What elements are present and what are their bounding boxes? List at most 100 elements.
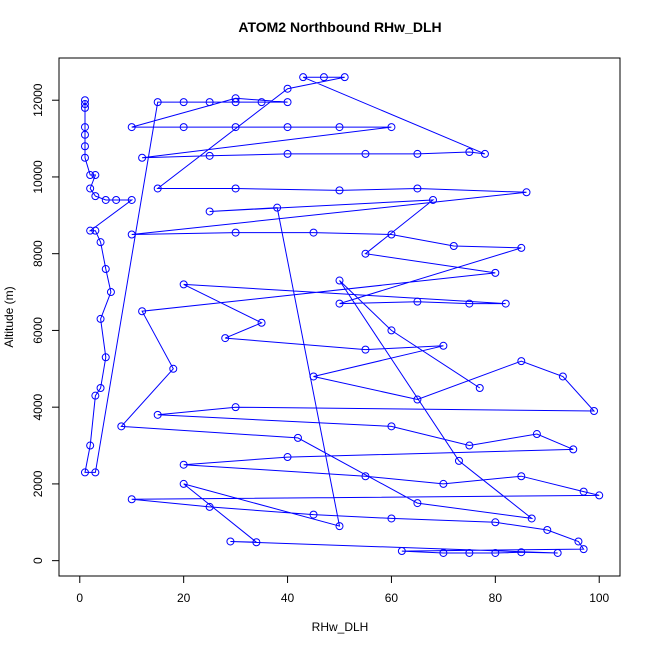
data-point xyxy=(309,228,318,237)
data-point xyxy=(179,280,188,289)
data-point xyxy=(153,98,162,107)
x-tick-label: 100 xyxy=(589,591,609,605)
data-point xyxy=(138,153,147,162)
data-point xyxy=(387,422,396,431)
data-point xyxy=(80,142,89,151)
data-point xyxy=(205,98,214,107)
data-point xyxy=(80,103,89,112)
data-point xyxy=(465,548,474,557)
x-tick-label: 40 xyxy=(281,591,295,605)
data-point xyxy=(449,242,458,251)
data-point xyxy=(491,268,500,277)
data-point xyxy=(205,502,214,511)
data-point xyxy=(91,171,100,180)
data-point xyxy=(80,468,89,477)
data-point xyxy=(283,84,292,93)
data-point xyxy=(293,433,302,442)
data-point xyxy=(257,98,266,107)
data-point xyxy=(517,548,526,557)
data-point xyxy=(101,353,110,362)
y-tick-label: 10000 xyxy=(31,160,45,194)
data-point xyxy=(439,548,448,557)
data-point xyxy=(283,98,292,107)
data-point xyxy=(96,238,105,247)
data-point xyxy=(106,288,115,297)
data-point xyxy=(574,537,583,546)
data-point xyxy=(335,186,344,195)
data-line xyxy=(84,76,600,554)
data-point xyxy=(361,345,370,354)
data-point xyxy=(80,123,89,132)
y-tick-label: 2000 xyxy=(31,470,45,497)
data-point xyxy=(558,372,567,381)
data-point xyxy=(257,318,266,327)
data-point xyxy=(283,453,292,462)
data-point xyxy=(335,123,344,132)
data-point xyxy=(361,149,370,158)
data-point xyxy=(231,184,240,193)
data-point xyxy=(179,460,188,469)
data-point xyxy=(475,383,484,392)
data-point xyxy=(86,226,95,235)
data-point xyxy=(179,123,188,132)
data-point xyxy=(309,510,318,519)
data-point xyxy=(527,514,536,523)
x-tick-label: 0 xyxy=(76,591,83,605)
x-tick-label: 80 xyxy=(489,591,503,605)
data-point xyxy=(127,230,136,239)
data-point xyxy=(532,430,541,439)
data-point xyxy=(413,499,422,508)
data-point xyxy=(553,548,562,557)
data-point xyxy=(439,479,448,488)
y-tick-label: 4000 xyxy=(31,394,45,421)
data-point xyxy=(221,334,230,343)
data-point xyxy=(86,171,95,180)
data-point xyxy=(101,265,110,274)
data-point xyxy=(335,276,344,285)
data-point xyxy=(480,149,489,158)
data-point xyxy=(397,547,406,556)
data-point xyxy=(91,468,100,477)
x-tick-label: 20 xyxy=(177,591,191,605)
data-point xyxy=(117,422,126,431)
data-point xyxy=(283,123,292,132)
data-point xyxy=(491,548,500,557)
data-point xyxy=(205,207,214,216)
data-point xyxy=(387,326,396,335)
data-point xyxy=(465,148,474,157)
data-point xyxy=(273,203,282,212)
data-point xyxy=(226,537,235,546)
data-point xyxy=(465,441,474,450)
data-point xyxy=(579,487,588,496)
x-axis-label: RHw_DLH xyxy=(312,620,369,634)
data-point xyxy=(361,249,370,258)
data-point xyxy=(517,243,526,252)
data-point xyxy=(335,299,344,308)
y-tick-label: 0 xyxy=(31,557,45,564)
data-point xyxy=(231,123,240,132)
data-point xyxy=(387,514,396,523)
data-point xyxy=(127,123,136,132)
data-point xyxy=(80,153,89,162)
data-point xyxy=(517,357,526,366)
data-point xyxy=(112,195,121,204)
data-point xyxy=(127,495,136,504)
data-point xyxy=(413,297,422,306)
data-point xyxy=(361,472,370,481)
x-tick-label: 60 xyxy=(385,591,399,605)
data-point xyxy=(299,73,308,82)
data-point xyxy=(231,403,240,412)
data-point xyxy=(501,299,510,308)
data-point xyxy=(169,364,178,373)
data-point xyxy=(231,94,240,103)
data-point xyxy=(413,395,422,404)
data-point xyxy=(96,314,105,323)
data-point xyxy=(387,123,396,132)
data-point xyxy=(413,149,422,158)
data-point xyxy=(91,226,100,235)
y-tick-label: 8000 xyxy=(31,240,45,267)
data-point xyxy=(231,98,240,107)
data-point xyxy=(517,472,526,481)
data-point xyxy=(252,538,261,547)
